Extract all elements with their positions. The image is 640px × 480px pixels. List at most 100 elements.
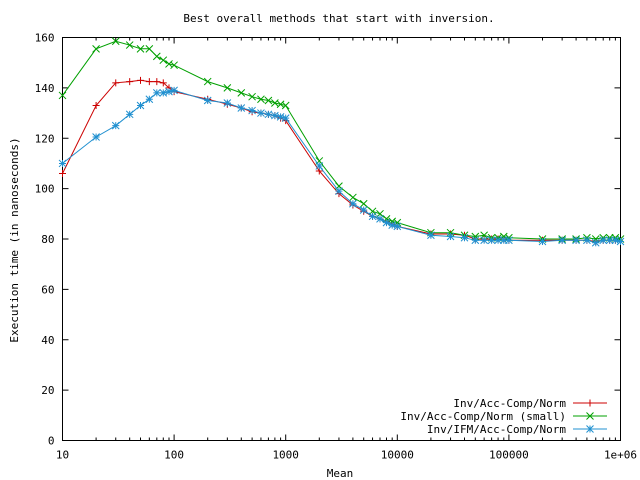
x-tick-label: 100 [164,449,184,462]
data-point [349,199,357,208]
data-point [315,162,324,170]
data-point [165,87,173,96]
data-point [136,101,145,110]
data-point [605,236,614,245]
data-point [480,236,488,245]
data-point [359,199,368,208]
x-tick-label: 100000 [489,449,529,462]
data-point [145,78,153,86]
data-point [276,100,285,109]
series-layer [58,37,625,247]
legend-label: Inv/Acc-Comp/Norm [453,397,566,410]
data-point [111,37,120,46]
data-point [499,232,508,241]
data-point [583,236,591,245]
data-point [349,193,357,202]
data-point [237,104,246,112]
data-point [427,231,435,240]
data-point [153,78,161,86]
series-1-line [62,79,621,243]
y-tick-label: 60 [41,283,54,296]
data-point [237,89,246,97]
x-axis-label: Mean [327,467,354,480]
data-point [125,41,134,49]
chart-title: Best overall methods that start with inv… [183,12,494,25]
data-point [281,114,290,122]
data-point [152,89,161,97]
data-point [591,235,600,243]
x-tick-label: 10000 [381,449,414,462]
data-point [58,159,67,168]
data-point [471,236,480,245]
data-point [257,109,265,117]
y-tick-label: 160 [35,32,55,45]
data-point [376,214,384,223]
data-point [125,110,134,119]
data-point [505,236,513,245]
data-point [159,89,168,97]
data-point [271,111,279,120]
x-tick-label: 1000 [272,449,299,462]
legend-marker [586,425,594,433]
data-point [58,91,67,100]
data-point [159,79,167,87]
data-point [126,78,134,86]
data-point [136,44,145,53]
legend-marker [586,399,594,407]
data-point [59,170,66,178]
data-point [368,212,377,221]
data-point [572,236,580,245]
legend-label: Inv/Acc-Comp/Norm (small) [400,410,566,423]
data-point [591,238,600,247]
data-point [111,121,120,130]
data-point [538,237,547,246]
data-point [335,187,343,195]
y-tick-label: 20 [41,384,54,397]
data-point [359,206,368,214]
axes: 0 20 40 60 80 100 120 140 160 10 100 1000 10000 10000… [35,32,637,462]
data-point [137,76,145,84]
data-point [446,232,455,241]
y-tick-label: 100 [35,183,55,196]
y-axis-label: Execution time (in nanoseconds) [8,137,21,342]
x-tick-label: 1e+06 [604,449,637,462]
data-point [248,106,256,115]
data-point [145,44,154,53]
data-point [170,86,178,95]
data-point [494,236,502,245]
y-tick-label: 80 [41,233,54,246]
data-point [159,56,168,65]
data-point [487,236,496,245]
data-point [145,95,154,104]
data-point [446,228,455,237]
data-point [382,218,391,227]
x-tick-label: 10 [56,449,69,462]
series-2 [58,37,625,243]
data-point [281,101,290,110]
data-point [471,232,480,241]
data-point [92,133,100,141]
data-point [165,60,173,68]
data-point [616,237,625,246]
data-point [223,84,232,92]
data-point [499,236,508,245]
y-tick-label: 140 [35,82,55,95]
data-point [112,79,120,87]
data-point [203,77,212,86]
data-point [248,92,256,101]
data-point [388,221,397,230]
data-point [558,236,567,245]
data-point [611,236,620,245]
data-point [257,95,265,104]
data-point [152,52,161,61]
y-tick-label: 40 [41,334,54,347]
data-point [264,110,273,119]
series-3-line [62,89,621,244]
data-point [276,112,285,121]
y-tick-label: 0 [48,435,55,448]
data-point [460,233,469,242]
series-2-line [62,40,621,240]
legend-marker [586,412,594,420]
